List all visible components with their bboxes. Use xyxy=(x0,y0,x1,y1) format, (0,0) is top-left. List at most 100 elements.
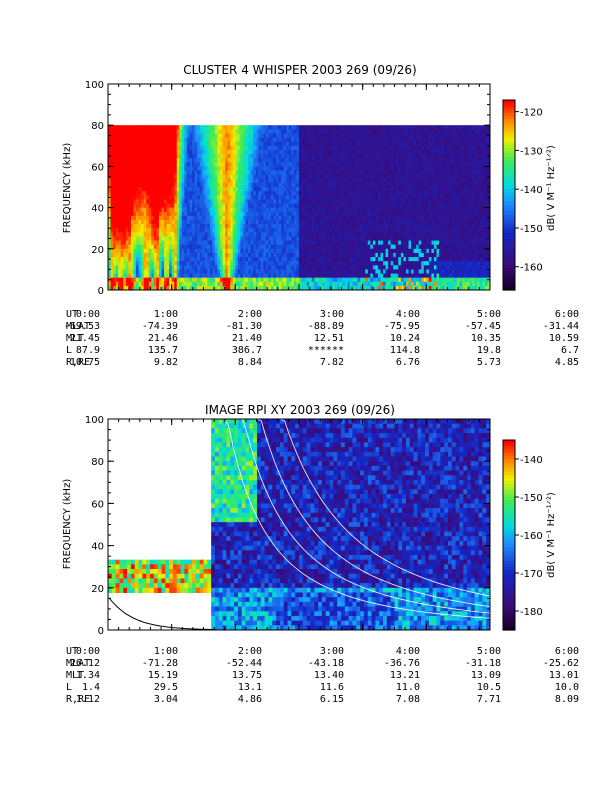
heatmap-cell xyxy=(270,133,275,139)
heatmap-cell xyxy=(118,154,122,159)
heatmap-cell xyxy=(204,195,208,200)
heatmap-cell xyxy=(232,149,236,155)
heatmap-cell xyxy=(164,141,168,147)
heatmap-cell xyxy=(143,232,147,237)
heatmap-cell xyxy=(265,224,269,229)
heatmap-cell xyxy=(184,174,188,180)
heatmap-cell xyxy=(115,228,119,233)
heatmap-cell xyxy=(393,149,397,155)
heatmap-cell xyxy=(324,240,328,246)
heatmap-cell xyxy=(207,215,211,221)
heatmap-cell xyxy=(393,257,397,262)
heatmap-cell xyxy=(204,137,208,143)
heatmap-cell xyxy=(342,133,346,139)
heatmap-cell xyxy=(151,141,155,147)
heatmap-cell xyxy=(329,203,333,209)
heatmap-cell xyxy=(281,265,285,270)
heatmap-cell xyxy=(288,240,292,246)
heatmap-cell xyxy=(120,215,124,221)
heatmap-cell xyxy=(263,248,267,254)
heatmap-cell xyxy=(349,199,353,204)
heatmap-cell xyxy=(421,162,425,167)
heatmap-cell xyxy=(230,240,234,246)
heatmap-cell xyxy=(365,187,369,192)
heatmap-cell xyxy=(245,174,249,180)
heatmap-cell xyxy=(309,277,313,283)
heatmap-cell xyxy=(166,195,170,200)
heatmap-cell xyxy=(250,269,254,275)
heatmap-cell xyxy=(184,203,188,209)
heatmap-cell xyxy=(291,207,295,213)
heatmap-cell xyxy=(192,203,196,209)
heatmap-cell xyxy=(128,145,132,151)
heatmap-cell xyxy=(153,252,157,258)
heatmap-cell xyxy=(148,257,152,262)
heatmap-cell xyxy=(400,248,404,254)
heatmap-cell xyxy=(253,191,257,196)
heatmap-cell xyxy=(283,244,287,250)
heatmap-cell xyxy=(242,277,247,283)
heatmap-cell xyxy=(321,261,325,266)
heatmap-cell xyxy=(367,265,371,270)
heatmap-cell xyxy=(186,137,190,143)
heatmap-cell xyxy=(324,137,328,143)
heatmap-cell xyxy=(113,273,117,279)
heatmap-cell xyxy=(151,149,155,155)
heatmap-cell xyxy=(164,195,168,200)
heatmap-cell xyxy=(133,195,137,200)
heatmap-cell xyxy=(237,174,241,180)
heatmap-cell xyxy=(327,261,331,266)
heatmap-cell xyxy=(367,215,371,221)
heatmap-cell xyxy=(383,158,387,163)
heatmap-cell xyxy=(184,199,188,204)
heatmap-cell xyxy=(128,203,132,209)
heatmap-cell xyxy=(263,178,267,184)
heatmap-cell xyxy=(360,129,364,134)
heatmap-cell xyxy=(390,285,394,291)
heatmap-cell xyxy=(299,207,303,213)
heatmap-cell xyxy=(151,191,155,196)
heatmap-cell xyxy=(367,232,371,237)
heatmap-cell xyxy=(199,207,203,213)
heatmap-cell xyxy=(367,154,371,159)
heatmap-cell xyxy=(166,252,170,258)
heatmap-cell xyxy=(411,273,415,279)
heatmap-cell xyxy=(161,273,165,279)
heatmap-cell xyxy=(194,133,198,139)
heatmap-cell xyxy=(242,125,247,130)
heatmap-cell xyxy=(108,261,112,266)
heatmap-cell xyxy=(158,248,162,254)
heatmap-cell xyxy=(176,182,180,188)
heatmap-cell xyxy=(212,149,216,155)
heatmap-cell xyxy=(108,166,112,172)
heatmap-cell xyxy=(242,195,247,200)
heatmap-cell xyxy=(161,195,165,200)
heatmap-cell xyxy=(146,277,150,283)
heatmap-cell xyxy=(332,257,336,262)
heatmap-cell xyxy=(115,211,119,217)
heatmap-cell xyxy=(329,187,333,192)
heatmap-cell xyxy=(411,166,415,172)
heatmap-cell xyxy=(133,219,137,225)
heatmap-cell xyxy=(120,162,124,167)
heatmap-cell xyxy=(268,224,272,229)
heatmap-cell xyxy=(395,154,399,159)
heatmap-cell xyxy=(344,178,348,184)
heatmap-cell xyxy=(194,277,198,283)
heatmap-cell xyxy=(286,211,290,217)
heatmap-cell xyxy=(240,207,244,213)
heatmap-cell xyxy=(380,137,384,143)
heatmap-cell xyxy=(370,261,374,266)
heatmap-cell xyxy=(110,182,114,188)
heatmap-cell xyxy=(411,252,415,258)
heatmap-cell xyxy=(352,269,356,275)
heatmap-cell xyxy=(365,215,369,221)
heatmap-cell xyxy=(138,269,142,275)
heatmap-cell xyxy=(179,195,183,200)
heatmap-cell xyxy=(276,236,280,242)
heatmap-cell xyxy=(411,261,415,266)
heatmap-cell xyxy=(314,269,318,275)
heatmap-cell xyxy=(367,240,371,246)
heatmap-cell xyxy=(375,137,379,143)
heatmap-cell xyxy=(306,219,310,225)
